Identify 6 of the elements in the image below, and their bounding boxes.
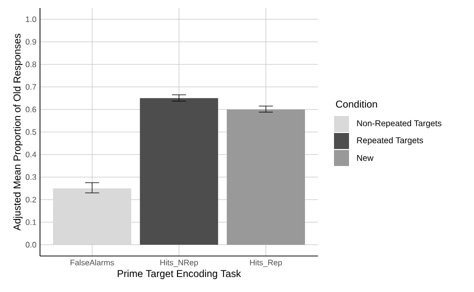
x-axis-title: Prime Target Encoding Task xyxy=(118,270,242,280)
legend-label: Non-Repeated Targets xyxy=(357,120,442,128)
y-axis-title: Adjusted Mean Proportion of Old Responses xyxy=(13,34,23,231)
legend-title: Condition xyxy=(336,100,377,108)
legend-label: Repeated Targets xyxy=(357,137,424,145)
legend-label: New xyxy=(357,155,374,161)
